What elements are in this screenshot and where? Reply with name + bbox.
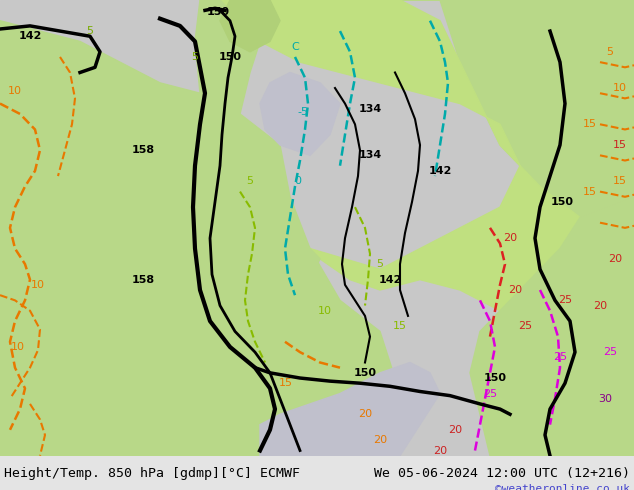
Text: 30: 30 (598, 394, 612, 404)
Text: 134: 134 (358, 150, 382, 160)
Text: 15: 15 (613, 140, 627, 150)
Polygon shape (260, 363, 440, 456)
Text: 150: 150 (207, 7, 230, 18)
Text: 158: 158 (131, 145, 155, 155)
Text: 134: 134 (358, 104, 382, 114)
Text: 15: 15 (393, 321, 407, 331)
Text: 10: 10 (613, 83, 627, 93)
Text: 20: 20 (448, 425, 462, 435)
Text: 20: 20 (508, 285, 522, 295)
Text: 15: 15 (583, 187, 597, 196)
Text: 15: 15 (583, 119, 597, 129)
Text: 25: 25 (553, 352, 567, 362)
Text: 30: 30 (444, 466, 456, 476)
Polygon shape (0, 21, 400, 456)
Text: 142: 142 (18, 31, 42, 41)
Text: 15: 15 (279, 378, 293, 388)
Text: 20: 20 (358, 409, 372, 419)
Text: 10: 10 (11, 342, 25, 352)
Text: 20: 20 (433, 445, 447, 456)
Text: 25: 25 (558, 295, 572, 305)
Text: 150: 150 (354, 368, 377, 378)
Text: We 05-06-2024 12:00 UTC (12+216): We 05-06-2024 12:00 UTC (12+216) (374, 467, 630, 480)
Text: 142: 142 (429, 166, 451, 176)
Text: 15: 15 (613, 176, 627, 186)
Text: 20: 20 (503, 233, 517, 243)
Polygon shape (400, 0, 634, 218)
Text: 5: 5 (607, 47, 614, 57)
Text: 5: 5 (377, 259, 384, 269)
Text: 5: 5 (191, 52, 198, 62)
Text: 25: 25 (518, 321, 532, 331)
Text: 150: 150 (219, 52, 242, 62)
Polygon shape (195, 0, 320, 311)
Text: 25: 25 (483, 389, 497, 398)
Text: 150: 150 (550, 197, 574, 207)
Text: 20: 20 (593, 300, 607, 311)
Polygon shape (200, 0, 600, 321)
Text: 25: 25 (603, 347, 617, 357)
Text: 20: 20 (373, 435, 387, 445)
Text: 20: 20 (608, 254, 622, 264)
Polygon shape (470, 197, 634, 456)
Text: 10: 10 (31, 280, 45, 290)
Text: 142: 142 (378, 274, 402, 285)
Polygon shape (260, 73, 340, 155)
Text: 5: 5 (86, 26, 93, 36)
Text: 10: 10 (8, 86, 22, 96)
Text: 10: 10 (318, 306, 332, 316)
Polygon shape (220, 0, 280, 52)
Text: ©weatheronline.co.uk: ©weatheronline.co.uk (495, 484, 630, 490)
Text: C: C (291, 42, 299, 51)
Text: 150: 150 (484, 373, 507, 383)
Text: Height/Temp. 850 hPa [gdmp][°C] ECMWF: Height/Temp. 850 hPa [gdmp][°C] ECMWF (4, 467, 300, 480)
Text: 0: 0 (295, 176, 302, 186)
Text: -5: -5 (297, 107, 309, 117)
Text: 5: 5 (247, 176, 254, 186)
Text: 158: 158 (131, 274, 155, 285)
